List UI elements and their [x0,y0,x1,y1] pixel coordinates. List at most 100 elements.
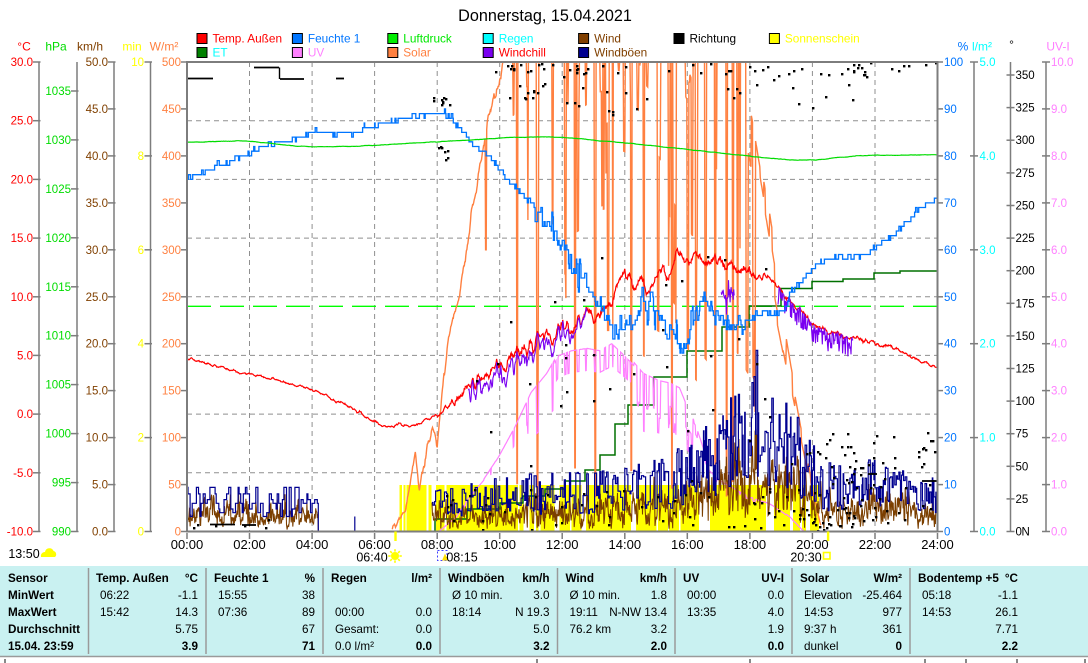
svg-text:18:00: 18:00 [734,537,767,552]
svg-text:06:40: 06:40 [356,551,387,565]
svg-text:%: % [305,572,316,585]
svg-text:Bodentemp +5: Bodentemp +5 [918,572,999,585]
svg-text:100: 100 [1016,396,1035,408]
svg-text:13:50: 13:50 [8,547,39,561]
svg-text:0.0: 0.0 [416,640,433,653]
svg-text:1.8: 1.8 [651,589,667,602]
svg-text:350: 350 [162,198,181,210]
svg-text:Gesamt:: Gesamt: [335,623,379,636]
svg-text:2: 2 [138,433,144,445]
svg-text:8.0: 8.0 [1051,151,1067,163]
svg-text:02:00: 02:00 [233,537,266,552]
svg-text:15:55: 15:55 [218,589,248,602]
svg-text:325: 325 [1016,103,1035,115]
svg-text:300: 300 [1016,135,1035,147]
svg-text:0.0: 0.0 [17,409,33,421]
svg-text:50.0: 50.0 [86,57,108,69]
svg-text:°: ° [1009,38,1014,52]
svg-text:45.0: 45.0 [86,104,108,116]
svg-text:30.0: 30.0 [11,57,33,69]
svg-text:Temp. Außen: Temp. Außen [213,32,283,46]
svg-text:Solar: Solar [403,46,431,60]
svg-text:7.0: 7.0 [1051,198,1067,210]
svg-text:9.0: 9.0 [1051,104,1067,116]
svg-text:3.0: 3.0 [1051,386,1067,398]
svg-text:07:36: 07:36 [218,606,247,619]
svg-text:10: 10 [944,480,957,492]
svg-text:UV: UV [308,46,325,60]
svg-text:1.0: 1.0 [1051,480,1067,492]
svg-text:Luftdruck: Luftdruck [403,32,452,46]
svg-text:dunkel: dunkel [804,640,838,653]
svg-text:3.0: 3.0 [533,589,550,602]
svg-text:200: 200 [162,339,181,351]
svg-text:2.2: 2.2 [1002,640,1019,653]
svg-text:5.0: 5.0 [17,350,33,362]
svg-text:2.0: 2.0 [1051,433,1067,445]
svg-text:38: 38 [302,589,315,602]
svg-text:13:35: 13:35 [687,606,717,619]
svg-text:80: 80 [944,151,957,163]
svg-text:1020: 1020 [45,233,71,245]
svg-text:400: 400 [162,151,181,163]
svg-text:00:00: 00:00 [171,537,204,552]
svg-text:1.0: 1.0 [980,433,996,445]
svg-text:0.0: 0.0 [768,640,785,653]
svg-text:10: 10 [131,57,144,69]
svg-text:275: 275 [1016,168,1035,180]
svg-text:W/m²: W/m² [150,40,179,54]
svg-text:°C: °C [17,40,31,54]
svg-text:0: 0 [944,527,950,539]
svg-text:0.0: 0.0 [768,589,785,602]
svg-text:12:00: 12:00 [546,537,579,552]
svg-text:9:37 h: 9:37 h [804,623,837,636]
svg-text:15.04. 23:59: 15.04. 23:59 [8,640,74,653]
svg-text:225: 225 [1016,233,1035,245]
svg-text:1030: 1030 [45,135,71,147]
svg-text:500: 500 [162,57,181,69]
svg-text:7.71: 7.71 [995,623,1018,636]
svg-text:5.0: 5.0 [92,480,108,492]
svg-text:30: 30 [944,386,957,398]
svg-text:06:22: 06:22 [100,589,129,602]
svg-text:8: 8 [138,151,144,163]
svg-text:6.0: 6.0 [1051,245,1067,257]
svg-text:995: 995 [52,478,71,490]
svg-text:5.0: 5.0 [1051,292,1067,304]
svg-text:Richtung: Richtung [690,32,737,46]
svg-text:-10.0: -10.0 [7,527,33,539]
svg-text:1015: 1015 [45,282,71,294]
svg-text:0.0: 0.0 [416,606,433,619]
svg-text:Feuchte 1: Feuchte 1 [214,572,269,585]
svg-text:Ø 10 min.: Ø 10 min. [570,589,621,602]
svg-text:0: 0 [138,527,144,539]
svg-text:UV-I: UV-I [761,572,784,585]
svg-text:24:00: 24:00 [921,537,954,552]
svg-text:Ø 10 min.: Ø 10 min. [452,589,503,602]
svg-text:N 19.3: N 19.3 [515,606,549,619]
svg-text:08:15: 08:15 [446,551,477,565]
svg-text:0: 0 [175,527,181,539]
svg-text:89: 89 [302,606,315,619]
svg-text:Sonnenschein: Sonnenschein [785,32,860,46]
svg-text:26.1: 26.1 [995,606,1018,619]
svg-text:-5.0: -5.0 [13,468,33,480]
svg-text:5.75: 5.75 [175,623,198,636]
svg-text:Windböen: Windböen [594,46,647,60]
svg-text:4.0: 4.0 [980,151,996,163]
svg-text:1010: 1010 [45,331,71,343]
svg-text:Sensor: Sensor [8,572,48,585]
svg-text:10:00: 10:00 [483,537,516,552]
svg-text:150: 150 [1016,331,1035,343]
svg-text:00:00: 00:00 [335,606,365,619]
svg-text:450: 450 [162,104,181,116]
svg-text:MinWert: MinWert [8,589,54,602]
svg-text:100: 100 [162,433,181,445]
svg-text:20:30: 20:30 [790,551,821,565]
svg-text:3.2: 3.2 [651,623,667,636]
svg-text:ET: ET [213,46,228,60]
svg-text:20.0: 20.0 [86,339,108,351]
svg-text:1035: 1035 [45,86,71,98]
svg-text:N-NW 13.4: N-NW 13.4 [609,606,667,619]
svg-text:%: % [958,40,969,54]
